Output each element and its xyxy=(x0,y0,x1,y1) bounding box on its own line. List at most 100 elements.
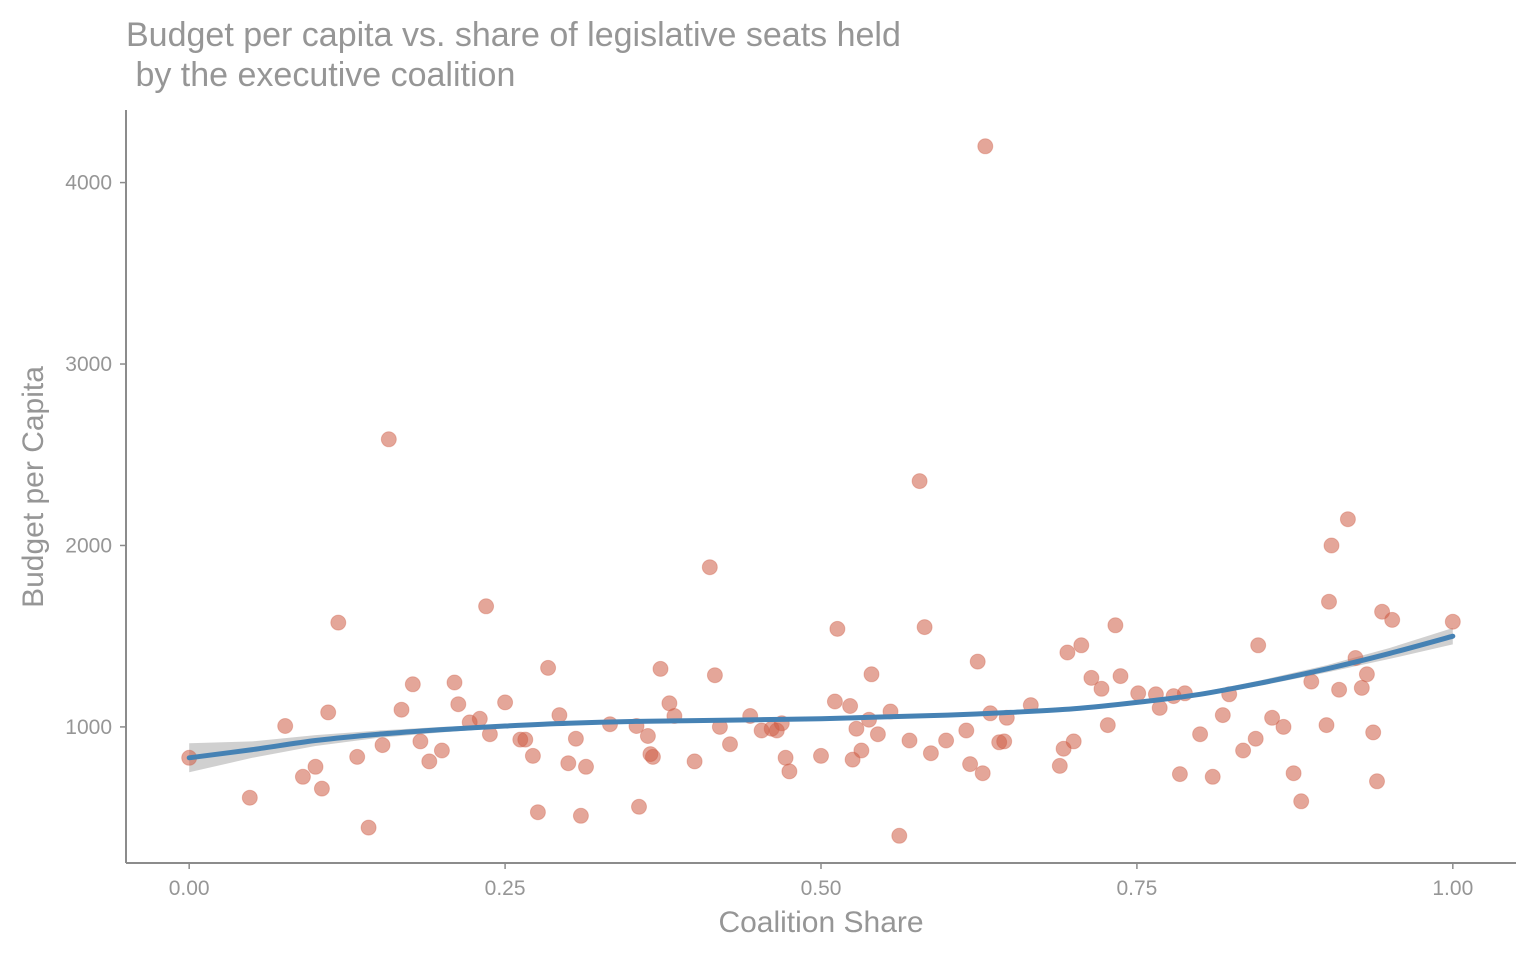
data-point xyxy=(1339,511,1356,528)
x-tick-label: 0.75 xyxy=(1116,877,1157,900)
data-point xyxy=(241,789,258,806)
data-point xyxy=(567,730,584,747)
data-point xyxy=(433,742,450,759)
data-point xyxy=(307,758,324,775)
data-point xyxy=(977,138,994,155)
data-point xyxy=(450,696,467,713)
chart-title: Budget per capita vs. share of legislati… xyxy=(126,16,901,94)
data-point xyxy=(578,758,594,775)
data-point xyxy=(560,755,577,772)
data-point xyxy=(497,694,514,711)
data-point xyxy=(277,718,294,734)
fit-line-layer xyxy=(186,633,1456,761)
data-point xyxy=(1264,709,1281,726)
data-point xyxy=(380,431,397,448)
data-point xyxy=(1112,668,1129,685)
data-point xyxy=(1369,773,1385,790)
data-point xyxy=(969,653,986,670)
scatter-points-layer xyxy=(181,138,1461,844)
data-point xyxy=(1331,681,1348,698)
data-point xyxy=(631,798,647,815)
y-axis-title: Budget per Capita xyxy=(17,366,50,608)
data-point xyxy=(1051,757,1068,774)
data-point xyxy=(686,753,703,770)
data-point xyxy=(826,693,843,710)
data-point xyxy=(848,720,865,737)
data-point xyxy=(551,707,568,724)
data-point xyxy=(706,667,723,684)
y-tick-label: 3000 xyxy=(65,353,112,376)
data-point xyxy=(1235,742,1252,759)
data-point xyxy=(863,666,880,683)
data-point xyxy=(1275,718,1292,735)
data-point xyxy=(330,614,347,631)
data-point xyxy=(891,827,908,844)
data-point xyxy=(901,732,918,749)
data-point xyxy=(853,742,870,759)
data-point xyxy=(1321,593,1337,610)
data-point xyxy=(1444,613,1461,630)
data-point xyxy=(1099,717,1116,734)
data-point xyxy=(1214,707,1231,724)
data-point xyxy=(349,748,366,765)
data-point xyxy=(639,728,656,744)
data-point xyxy=(1293,793,1310,810)
chart-title-line1: Budget per capita vs. share of legislati… xyxy=(126,16,901,54)
data-point xyxy=(1303,673,1320,690)
data-point xyxy=(1192,726,1209,743)
data-point xyxy=(529,804,546,821)
data-point xyxy=(320,704,337,721)
x-axis-title: Coalition Share xyxy=(718,906,923,939)
data-point xyxy=(478,598,495,615)
data-point xyxy=(1073,637,1090,654)
data-point xyxy=(540,659,557,676)
data-point xyxy=(781,763,798,780)
data-point xyxy=(974,765,991,782)
data-point xyxy=(1374,603,1391,620)
fit-line xyxy=(186,633,1456,761)
data-point xyxy=(517,731,534,748)
data-point xyxy=(1083,669,1100,686)
data-point xyxy=(1093,680,1110,697)
chart-title-line2: by the executive coalition xyxy=(126,56,515,94)
data-point xyxy=(777,749,794,766)
data-point xyxy=(652,660,669,677)
y-tick-label: 1000 xyxy=(65,716,112,739)
data-point xyxy=(1384,611,1401,628)
data-point xyxy=(393,701,410,718)
data-point xyxy=(1065,733,1082,750)
data-point xyxy=(294,768,311,785)
data-point xyxy=(1365,724,1382,741)
data-point xyxy=(446,674,463,691)
data-point xyxy=(1358,666,1375,683)
data-point xyxy=(1318,717,1335,734)
data-point xyxy=(922,745,939,762)
data-point xyxy=(572,807,589,824)
data-point xyxy=(404,676,421,693)
data-point xyxy=(374,737,391,754)
data-point xyxy=(360,819,377,836)
y-tick-label: 4000 xyxy=(65,172,112,195)
data-point xyxy=(938,732,955,749)
data-point xyxy=(412,733,429,750)
data-point xyxy=(524,747,541,764)
data-point xyxy=(1285,765,1302,782)
x-tick-label: 0.00 xyxy=(169,877,210,900)
data-point xyxy=(644,748,661,765)
chart-subtitle: by the executive coalition xyxy=(135,56,515,94)
data-point xyxy=(958,722,975,739)
data-point xyxy=(1204,768,1221,785)
data-point xyxy=(1059,644,1076,661)
data-point xyxy=(1171,766,1188,783)
x-tick-label: 0.25 xyxy=(485,877,526,900)
data-point xyxy=(701,559,718,576)
data-point xyxy=(1353,679,1370,696)
data-point xyxy=(842,698,859,714)
data-point xyxy=(829,620,846,637)
data-point xyxy=(813,747,829,764)
data-point xyxy=(869,726,886,743)
data-point xyxy=(722,736,738,753)
x-axis-ticks: 0.00 0.25 0.50 0.75 1.00 xyxy=(169,863,1473,900)
data-point xyxy=(1247,730,1264,747)
